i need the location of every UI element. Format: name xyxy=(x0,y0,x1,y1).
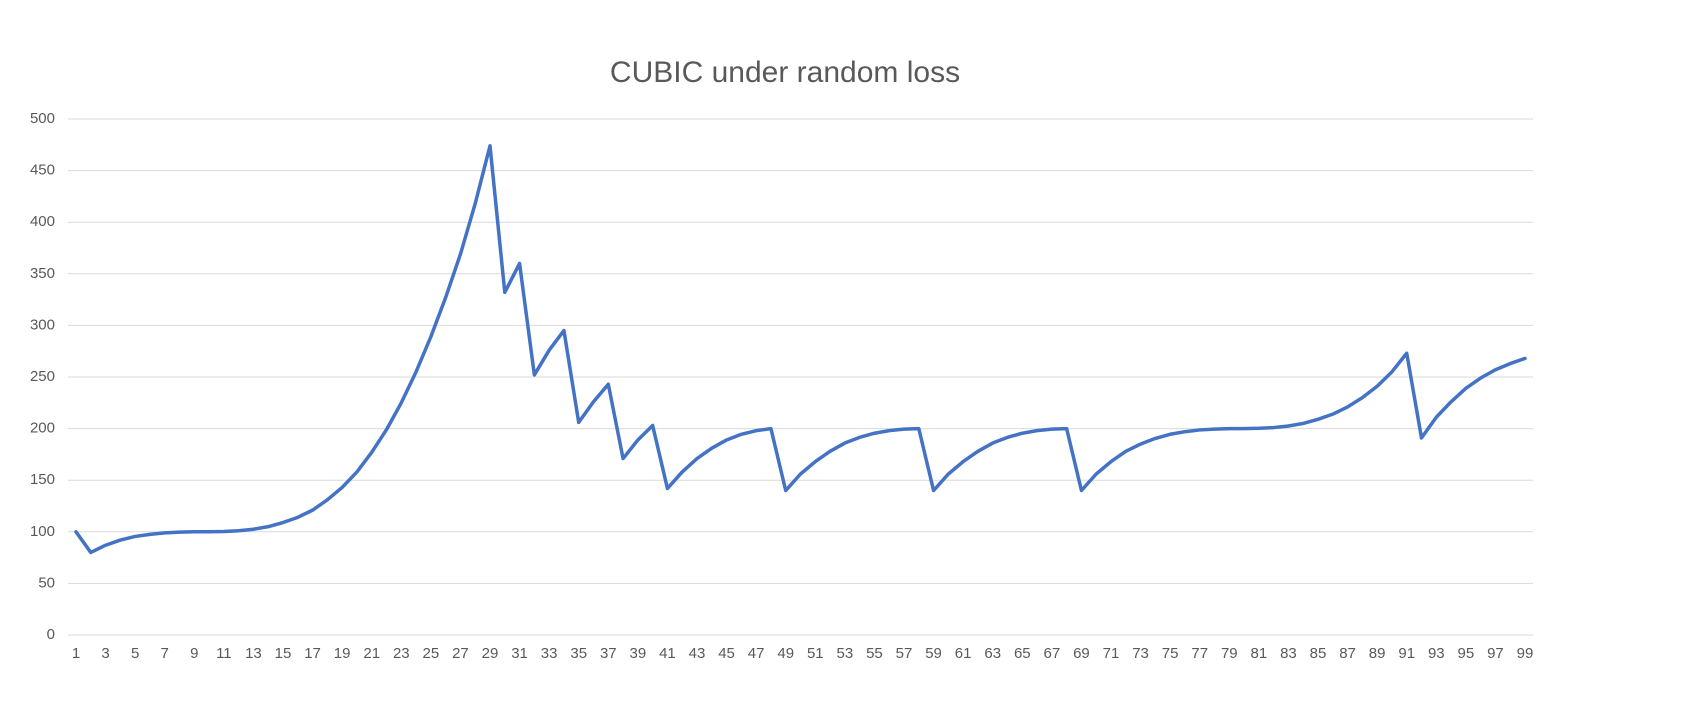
x-tick-label: 55 xyxy=(866,645,883,662)
x-tick-label: 3 xyxy=(101,645,109,662)
x-tick-label: 49 xyxy=(777,645,794,662)
y-tick-label: 0 xyxy=(47,626,55,643)
y-tick-label: 400 xyxy=(30,213,55,230)
x-tick-label: 17 xyxy=(304,645,321,662)
x-tick-label: 47 xyxy=(748,645,765,662)
y-tick-label: 100 xyxy=(30,523,55,540)
x-tick-label: 69 xyxy=(1073,645,1090,662)
x-tick-label: 95 xyxy=(1458,645,1475,662)
x-tick-label: 77 xyxy=(1191,645,1208,662)
x-tick-label: 51 xyxy=(807,645,824,662)
x-tick-label: 21 xyxy=(363,645,380,662)
y-tick-label: 250 xyxy=(30,368,55,385)
x-tick-label: 67 xyxy=(1044,645,1061,662)
y-tick-label: 300 xyxy=(30,316,55,333)
y-tick-label: 500 xyxy=(30,110,55,127)
x-tick-label: 61 xyxy=(955,645,972,662)
y-tick-label: 450 xyxy=(30,162,55,179)
x-tick-label: 59 xyxy=(925,645,942,662)
x-tick-label: 5 xyxy=(131,645,139,662)
x-tick-label: 89 xyxy=(1369,645,1386,662)
x-tick-label: 23 xyxy=(393,645,410,662)
y-tick-label: 200 xyxy=(30,420,55,437)
x-tick-label: 11 xyxy=(216,645,232,662)
x-tick-label: 9 xyxy=(190,645,198,662)
x-tick-label: 27 xyxy=(452,645,469,662)
x-tick-label: 81 xyxy=(1251,645,1268,662)
x-tick-label: 39 xyxy=(630,645,647,662)
x-tick-label: 73 xyxy=(1132,645,1149,662)
x-tick-label: 33 xyxy=(541,645,558,662)
y-tick-label: 350 xyxy=(30,265,55,282)
x-tick-label: 53 xyxy=(837,645,854,662)
x-tick-label: 41 xyxy=(659,645,676,662)
x-tick-label: 63 xyxy=(984,645,1001,662)
x-tick-label: 29 xyxy=(482,645,499,662)
x-tick-label: 99 xyxy=(1517,645,1534,662)
chart-title: CUBIC under random loss xyxy=(610,56,960,89)
x-tick-label: 1 xyxy=(72,645,80,662)
x-tick-label: 93 xyxy=(1428,645,1445,662)
x-tick-label: 79 xyxy=(1221,645,1238,662)
x-tick-label: 31 xyxy=(511,645,528,662)
x-tick-label: 87 xyxy=(1339,645,1356,662)
x-tick-label: 13 xyxy=(245,645,262,662)
x-tick-label: 65 xyxy=(1014,645,1031,662)
x-tick-label: 45 xyxy=(718,645,735,662)
x-tick-label: 71 xyxy=(1103,645,1120,662)
x-tick-label: 7 xyxy=(161,645,169,662)
x-tick-label: 57 xyxy=(896,645,913,662)
x-tick-label: 97 xyxy=(1487,645,1504,662)
data-line xyxy=(74,144,1527,555)
y-tick-label: 50 xyxy=(38,574,55,591)
x-tick-label: 75 xyxy=(1162,645,1179,662)
x-tick-label: 85 xyxy=(1310,645,1327,662)
x-tick-label: 91 xyxy=(1398,645,1415,662)
x-tick-label: 35 xyxy=(570,645,587,662)
x-tick-label: 25 xyxy=(423,645,440,662)
y-tick-label: 150 xyxy=(30,471,55,488)
x-tick-label: 43 xyxy=(689,645,706,662)
x-tick-label: 19 xyxy=(334,645,351,662)
x-tick-label: 83 xyxy=(1280,645,1297,662)
x-tick-label: 37 xyxy=(600,645,617,662)
x-tick-label: 15 xyxy=(275,645,292,662)
